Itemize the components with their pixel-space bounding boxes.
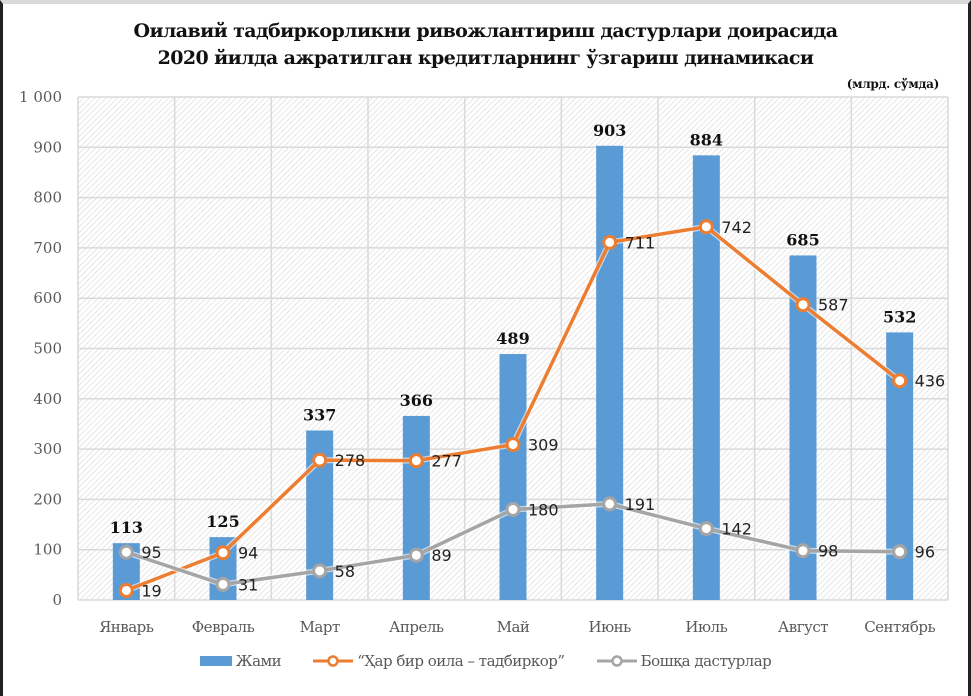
bar-data-label: 366 xyxy=(400,391,433,410)
line-point-gray xyxy=(795,543,811,559)
point-data-label-gray: 98 xyxy=(818,542,838,561)
x-category-label: Март xyxy=(300,618,340,636)
x-category-label: Январь xyxy=(99,618,154,636)
y-tick-label: 300 xyxy=(33,440,62,458)
line-point-orange xyxy=(795,297,811,313)
y-tick-label: 400 xyxy=(33,390,62,408)
bar-data-label: 884 xyxy=(690,130,723,149)
y-tick-label: 800 xyxy=(33,189,62,207)
x-category-label: Сентябрь xyxy=(864,618,935,636)
line-point-gray xyxy=(215,576,231,592)
point-data-label-gray: 95 xyxy=(141,543,161,562)
chart-title-line-2: 2020 йилда ажратилган кредитларнинг ўзга… xyxy=(157,47,814,69)
point-data-label-orange: 436 xyxy=(915,372,946,391)
line-point-gray xyxy=(892,544,908,560)
unit-label: (млрд. сўмда) xyxy=(846,77,940,91)
point-data-label-gray: 31 xyxy=(238,575,258,594)
line-point-orange xyxy=(312,452,328,468)
bar-data-label: 903 xyxy=(593,121,626,140)
point-data-label-orange: 587 xyxy=(818,296,849,315)
point-data-label-gray: 89 xyxy=(431,546,451,565)
chart-title: Оилавий тадбиркорликни ривожлантириш дас… xyxy=(0,18,971,72)
line-point-gray xyxy=(602,496,618,512)
line-point-orange xyxy=(892,373,908,389)
bar-total xyxy=(596,145,624,600)
bar-data-label: 337 xyxy=(303,405,336,424)
bar-data-label: 125 xyxy=(206,512,239,531)
y-tick-label: 200 xyxy=(33,490,62,508)
y-tick-label: 1 000 xyxy=(19,88,62,106)
legend-item-other-programs: Бошқа дастурлар xyxy=(596,652,772,670)
bar-data-label: 532 xyxy=(883,307,916,326)
bar-total xyxy=(499,354,527,600)
line-point-orange xyxy=(215,545,231,561)
x-category-label: Июль xyxy=(685,618,727,636)
point-data-label-orange: 94 xyxy=(238,544,258,563)
bar-data-label: 489 xyxy=(496,329,529,348)
line-point-gray xyxy=(698,521,714,537)
line-point-orange xyxy=(118,582,134,598)
point-data-label-orange: 711 xyxy=(625,233,656,252)
legend-item-total: Жами xyxy=(199,652,282,670)
x-category-label: Апрель xyxy=(389,618,444,636)
legend-label: Жами xyxy=(235,652,282,670)
legend-label: “Ҳар бир оила – тадбиркор” xyxy=(357,652,565,670)
y-tick-label: 700 xyxy=(33,239,62,257)
y-tick-label: 600 xyxy=(33,289,62,307)
legend: Жами “Ҳар бир оила – тадбиркор” Бошқа да… xyxy=(0,652,971,670)
point-data-label-gray: 191 xyxy=(625,495,656,514)
y-tick-label: 900 xyxy=(33,138,62,156)
bar-total xyxy=(402,415,430,600)
point-data-label-orange: 277 xyxy=(431,452,462,471)
y-tick-label: 0 xyxy=(52,591,62,609)
point-data-label-orange: 19 xyxy=(141,581,161,600)
line-point-gray xyxy=(408,547,424,563)
point-data-label-orange: 278 xyxy=(335,451,366,470)
point-data-label-gray: 180 xyxy=(528,500,559,519)
legend-swatch-gray-line xyxy=(596,655,637,667)
legend-swatch-orange-line xyxy=(313,655,354,667)
point-data-label-gray: 58 xyxy=(335,562,355,581)
legend-label: Бошқа дастурлар xyxy=(640,652,772,670)
point-data-label-gray: 142 xyxy=(721,520,752,539)
y-tick-label: 100 xyxy=(33,541,62,559)
line-point-orange xyxy=(505,437,521,453)
point-data-label-orange: 309 xyxy=(528,436,559,455)
x-category-label: Июнь xyxy=(589,618,632,636)
bar-data-label: 685 xyxy=(786,230,819,249)
line-point-orange xyxy=(698,219,714,235)
legend-item-family-entrepreneur: “Ҳар бир оила – тадбиркор” xyxy=(313,652,565,670)
chart-title-line-1: Оилавий тадбиркорликни ривожлантириш дас… xyxy=(133,20,839,42)
x-category-label: Май xyxy=(497,618,530,636)
point-data-label-gray: 96 xyxy=(915,543,935,562)
y-tick-label: 500 xyxy=(33,340,62,358)
x-category-label: Февраль xyxy=(192,618,255,636)
point-data-label-orange: 742 xyxy=(721,218,752,237)
x-category-label: Август xyxy=(778,618,828,636)
line-point-gray xyxy=(312,563,328,579)
line-point-orange xyxy=(408,453,424,469)
line-point-gray xyxy=(118,544,134,560)
bar-data-label: 113 xyxy=(110,518,143,537)
line-point-orange xyxy=(602,234,618,250)
line-point-gray xyxy=(505,501,521,517)
legend-swatch-bar xyxy=(199,656,232,666)
